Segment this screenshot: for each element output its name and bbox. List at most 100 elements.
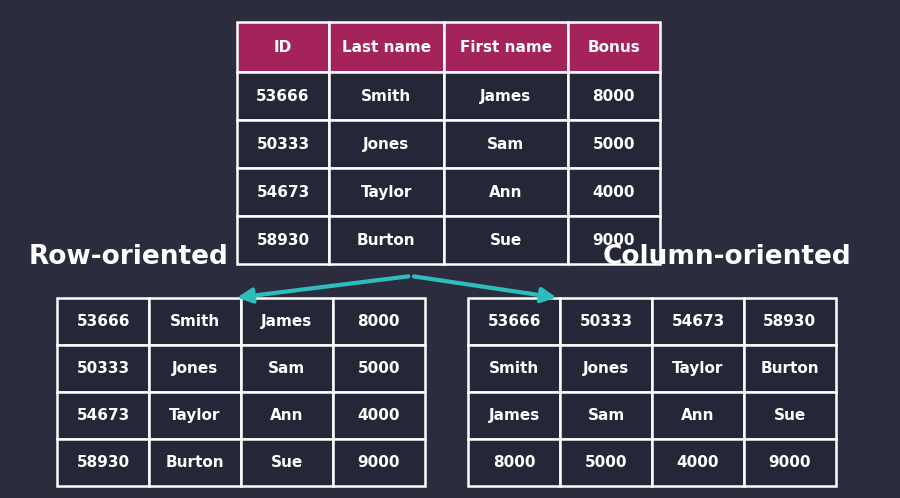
Text: Sam: Sam <box>487 136 525 151</box>
Text: Burton: Burton <box>357 233 416 248</box>
Bar <box>568 216 660 264</box>
Bar <box>561 392 652 439</box>
Text: Column-oriented: Column-oriented <box>602 244 851 270</box>
Text: 58930: 58930 <box>763 314 816 329</box>
Text: Ann: Ann <box>489 184 523 200</box>
Text: 8000: 8000 <box>592 89 635 104</box>
Bar <box>744 298 835 345</box>
Bar <box>328 120 444 168</box>
Text: 4000: 4000 <box>592 184 635 200</box>
Bar <box>149 298 241 345</box>
Bar <box>469 392 561 439</box>
Bar <box>328 168 444 216</box>
Bar <box>328 22 444 72</box>
Text: 54673: 54673 <box>76 408 130 423</box>
Bar <box>444 120 568 168</box>
Text: ID: ID <box>274 39 292 54</box>
Text: Burton: Burton <box>760 361 819 376</box>
Bar <box>652 298 744 345</box>
Bar <box>58 439 149 486</box>
Text: Sue: Sue <box>490 233 522 248</box>
Text: Sue: Sue <box>271 455 303 470</box>
Text: Taylor: Taylor <box>361 184 412 200</box>
Text: 9000: 9000 <box>592 233 635 248</box>
Text: 54673: 54673 <box>256 184 310 200</box>
Bar <box>328 72 444 120</box>
Bar <box>469 439 561 486</box>
Text: Row-oriented: Row-oriented <box>29 244 229 270</box>
Text: Taylor: Taylor <box>672 361 724 376</box>
Bar <box>241 345 333 392</box>
Text: 53666: 53666 <box>488 314 541 329</box>
Text: Last name: Last name <box>342 39 431 54</box>
Bar <box>328 216 444 264</box>
Text: Smith: Smith <box>361 89 411 104</box>
Text: Smith: Smith <box>490 361 539 376</box>
Bar <box>149 392 241 439</box>
Bar <box>237 168 328 216</box>
Bar <box>444 168 568 216</box>
Bar <box>561 345 652 392</box>
Text: 50333: 50333 <box>580 314 633 329</box>
Bar <box>568 168 660 216</box>
Bar <box>58 392 149 439</box>
Bar <box>652 345 744 392</box>
Bar <box>561 298 652 345</box>
Bar <box>237 120 328 168</box>
Bar <box>744 345 835 392</box>
Bar <box>568 22 660 72</box>
Bar <box>444 22 568 72</box>
Text: 4000: 4000 <box>357 408 400 423</box>
Text: 5000: 5000 <box>592 136 635 151</box>
Bar <box>444 72 568 120</box>
Text: Jones: Jones <box>363 136 410 151</box>
Text: 54673: 54673 <box>671 314 724 329</box>
Bar <box>241 439 333 486</box>
Bar <box>568 72 660 120</box>
Bar <box>333 298 425 345</box>
Bar <box>744 392 835 439</box>
Text: 50333: 50333 <box>76 361 130 376</box>
Text: 4000: 4000 <box>677 455 719 470</box>
Text: 5000: 5000 <box>585 455 627 470</box>
Text: 5000: 5000 <box>357 361 400 376</box>
Bar <box>149 439 241 486</box>
Text: Ann: Ann <box>270 408 303 423</box>
Text: James: James <box>489 408 540 423</box>
Bar <box>241 298 333 345</box>
Text: 53666: 53666 <box>76 314 130 329</box>
Text: Sam: Sam <box>588 408 625 423</box>
Bar <box>652 439 744 486</box>
Bar <box>241 392 333 439</box>
Bar <box>652 392 744 439</box>
Text: James: James <box>261 314 312 329</box>
Text: 9000: 9000 <box>357 455 400 470</box>
Text: Smith: Smith <box>170 314 220 329</box>
Text: Ann: Ann <box>681 408 715 423</box>
Text: Jones: Jones <box>583 361 629 376</box>
Bar <box>568 120 660 168</box>
Bar <box>149 345 241 392</box>
Bar <box>58 298 149 345</box>
Bar <box>237 72 328 120</box>
Text: 53666: 53666 <box>256 89 310 104</box>
Text: Sue: Sue <box>774 408 806 423</box>
Bar <box>469 345 561 392</box>
Bar <box>237 216 328 264</box>
Text: 8000: 8000 <box>357 314 400 329</box>
Bar <box>333 345 425 392</box>
Bar <box>333 392 425 439</box>
Bar <box>744 439 835 486</box>
Bar <box>333 439 425 486</box>
Bar <box>444 216 568 264</box>
Text: 8000: 8000 <box>493 455 536 470</box>
Text: 58930: 58930 <box>76 455 130 470</box>
Bar <box>561 439 652 486</box>
Bar <box>237 22 328 72</box>
Text: Burton: Burton <box>166 455 224 470</box>
Text: Bonus: Bonus <box>588 39 640 54</box>
Text: 9000: 9000 <box>769 455 811 470</box>
Text: Taylor: Taylor <box>169 408 220 423</box>
Text: 58930: 58930 <box>256 233 310 248</box>
Text: Jones: Jones <box>172 361 218 376</box>
